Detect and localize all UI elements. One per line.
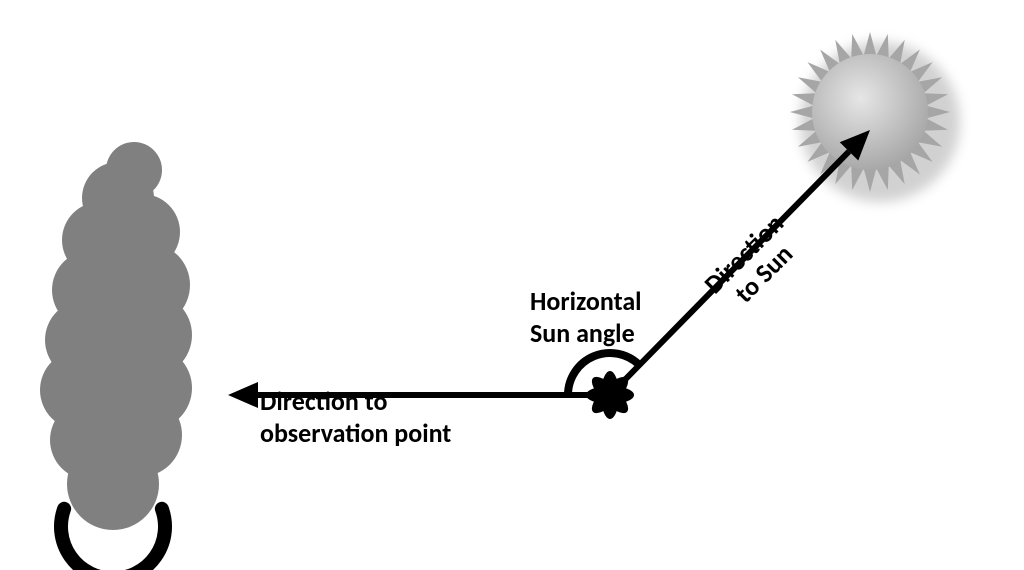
direction-to-observation-label-line1: Direction to [260,385,387,417]
smoke-plume [40,142,192,530]
sun-icon [812,54,928,170]
direction-to-sun-label: Direction to Sun [697,207,809,319]
direction-to-observation-label-line2: observation point [260,417,451,449]
diagram-canvas: Horizontal Sun angle Direction to observ… [0,0,1024,570]
horizontal-sun-angle-label-line2: Sun angle [530,317,635,349]
observer-marker-icon [586,371,634,419]
direction-to-observation-arrowhead [228,382,258,408]
horizontal-sun-angle-label-line1: Horizontal [530,285,642,317]
